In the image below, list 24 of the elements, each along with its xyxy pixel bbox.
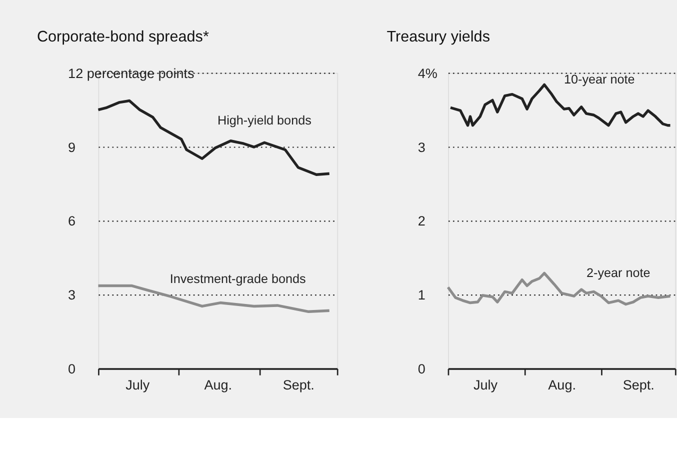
x-tick-label: Sept. bbox=[282, 378, 314, 393]
chart-title: Treasury yields bbox=[386, 28, 490, 46]
line-series bbox=[96, 99, 331, 176]
y-tick-label: 1 bbox=[418, 288, 426, 303]
y-tick-label: 6 bbox=[68, 214, 76, 229]
y-tick-label: 3 bbox=[418, 140, 426, 155]
x-tick-label: July bbox=[473, 378, 498, 393]
x-tick-label: Sept. bbox=[622, 378, 654, 393]
series-label: 10-year note bbox=[564, 72, 635, 86]
y-tick-label: 4% bbox=[418, 66, 438, 81]
line-series bbox=[96, 284, 331, 313]
y-tick-label: 9 bbox=[68, 140, 76, 155]
y-tick-label: 12 percentage points bbox=[68, 66, 195, 81]
x-tick-label: Aug. bbox=[204, 378, 232, 393]
x-tick-label: July bbox=[126, 378, 150, 393]
chart-title: Corporate-bond spreads* bbox=[36, 28, 209, 46]
series-label: Investment-grade bonds bbox=[170, 272, 306, 286]
series-label: 2-year note bbox=[586, 266, 650, 280]
y-tick-label: 2 bbox=[418, 214, 426, 229]
y-tick-label: 0 bbox=[68, 362, 76, 377]
series-label: High-yield bonds bbox=[217, 114, 312, 128]
y-tick-label: 3 bbox=[68, 288, 76, 303]
y-tick-label: 0 bbox=[418, 362, 426, 377]
x-tick-label: Aug. bbox=[548, 378, 576, 393]
